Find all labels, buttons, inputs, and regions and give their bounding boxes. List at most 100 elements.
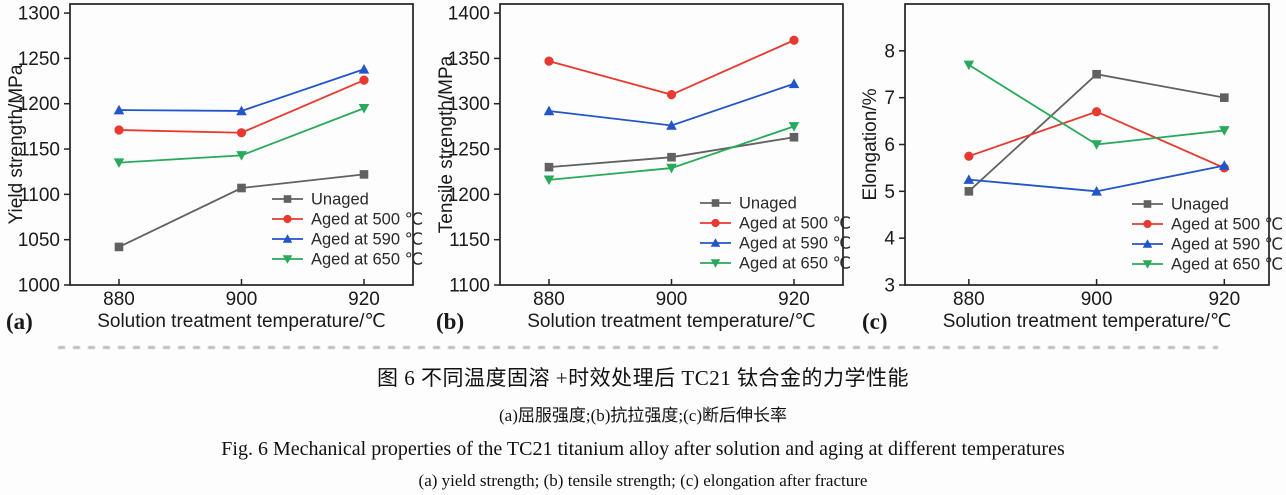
data-point-marker bbox=[359, 75, 369, 85]
data-point-marker bbox=[1091, 186, 1102, 196]
data-point-marker bbox=[1218, 126, 1230, 136]
elongation-chart: 3 4 5 6 7 8 880 900 920 Elongation/% Solution trea… bbox=[860, 3, 1283, 334]
legend-swatch-marker bbox=[1143, 200, 1152, 208]
series-unaged bbox=[114, 170, 369, 252]
series-aged-at-650- bbox=[963, 60, 1230, 150]
y-tick-label: 1050 bbox=[18, 230, 60, 251]
legend-item: Unaged bbox=[700, 195, 797, 213]
data-point-marker bbox=[964, 151, 974, 161]
legend-item: Aged at 500 ℃ bbox=[700, 215, 851, 233]
y-tick-label: 1300 bbox=[448, 94, 490, 115]
data-point-marker bbox=[963, 60, 975, 71]
legend-item: Aged at 650 ℃ bbox=[1132, 256, 1283, 274]
y-tick-label: 1400 bbox=[448, 4, 490, 25]
legend-swatch-marker bbox=[283, 195, 292, 203]
data-point-marker bbox=[789, 132, 799, 142]
series-aged-at-590- bbox=[963, 160, 1230, 196]
data-point-marker bbox=[666, 90, 677, 100]
data-point-marker bbox=[963, 174, 975, 184]
data-point-marker bbox=[543, 175, 555, 186]
data-point-marker bbox=[788, 78, 800, 89]
data-point-marker bbox=[666, 163, 677, 174]
y-tick-label: 1150 bbox=[19, 140, 60, 161]
legend-item-label: Unaged bbox=[739, 195, 797, 213]
y-tick-label: 1250 bbox=[18, 49, 60, 70]
y-tick-label: 1300 bbox=[18, 4, 60, 25]
legend-item: Aged at 650 ℃ bbox=[700, 255, 851, 273]
caption-zh-subtitle: (a)屈服强度;(b)抗拉强度;(c)断后伸长率 bbox=[498, 406, 787, 425]
tensile-strength-chart: 1100 1150 1200 1250 1300 1350 1400 880 900 920 Ten… bbox=[436, 3, 851, 334]
caption-en-subtitle: (a) yield strength; (b) tensile strength… bbox=[418, 471, 868, 490]
series-aged-at-500- bbox=[544, 35, 799, 100]
series-aged-at-590- bbox=[113, 63, 370, 116]
legend-swatch-marker bbox=[283, 214, 292, 224]
legend-item: Aged at 590 ℃ bbox=[1132, 236, 1283, 254]
legend-swatch-marker bbox=[711, 218, 720, 228]
y-tick-label: 1250 bbox=[448, 140, 490, 161]
data-point-marker bbox=[1091, 140, 1102, 150]
data-point-marker bbox=[1218, 160, 1230, 170]
data-point-marker bbox=[1092, 69, 1101, 79]
data-point-marker bbox=[236, 128, 247, 138]
x-axis-title: Solution treatment temperature/℃ bbox=[527, 311, 816, 332]
legend-swatch-marker bbox=[711, 199, 720, 207]
legend: Unaged Aged at 500 ℃ Aged at 590 ℃ Aged at … bbox=[700, 195, 851, 273]
legend-item: Aged at 650 ℃ bbox=[272, 251, 423, 269]
y-tick-label: 4 bbox=[884, 229, 895, 250]
panel-label: (a) bbox=[6, 309, 33, 334]
x-tick-label: 880 bbox=[953, 289, 985, 310]
legend-item-label: Aged at 650 ℃ bbox=[311, 251, 423, 269]
legend-swatch-marker bbox=[282, 255, 293, 264]
y-tick-label: 3 bbox=[884, 276, 895, 297]
y-axis-title: Tensile strength/MPa bbox=[436, 55, 457, 233]
legend: Unaged Aged at 500 ℃ Aged at 590 ℃ Aged at … bbox=[272, 191, 423, 269]
y-tick-label: 1200 bbox=[448, 185, 490, 206]
panel-label: (c) bbox=[862, 309, 888, 334]
y-tick-label: 1150 bbox=[449, 230, 490, 251]
legend-item: Aged at 590 ℃ bbox=[700, 235, 851, 253]
series-aged-at-650- bbox=[113, 103, 370, 168]
data-point-marker bbox=[666, 120, 677, 130]
series-aged-at-500- bbox=[114, 75, 369, 138]
legend-item: Aged at 500 ℃ bbox=[272, 211, 423, 229]
data-point-marker bbox=[358, 63, 370, 74]
panel-label: (b) bbox=[436, 309, 464, 334]
caption-zh-title: 图 6 不同温度固溶 +时效处理后 TC21 钛合金的力学性能 bbox=[377, 366, 909, 390]
data-point-marker bbox=[543, 105, 555, 116]
legend-swatch-marker bbox=[1142, 239, 1153, 248]
legend-item-label: Aged at 500 ℃ bbox=[739, 215, 851, 233]
chart-panel-a: 1000 1050 1100 1150 1200 1250 1300 880 900 920 Yie… bbox=[0, 0, 430, 345]
legend-item-label: Aged at 590 ℃ bbox=[739, 235, 851, 253]
series-aged-at-590- bbox=[543, 78, 800, 130]
data-point-marker bbox=[114, 125, 124, 135]
y-tick-label: 1000 bbox=[18, 276, 60, 297]
legend: Unaged Aged at 500 ℃ Aged at 590 ℃ Aged at … bbox=[1132, 196, 1283, 274]
legend-item-label: Unaged bbox=[311, 191, 369, 209]
data-point-marker bbox=[113, 158, 125, 168]
data-point-marker bbox=[544, 56, 554, 66]
y-tick-label: 1100 bbox=[449, 276, 490, 297]
x-axis-title: Solution treatment temperature/℃ bbox=[943, 311, 1232, 332]
data-point-marker bbox=[544, 162, 554, 172]
scan-artifact-line bbox=[58, 346, 1218, 349]
charts-row: 1000 1050 1100 1150 1200 1250 1300 880 900 920 Yie… bbox=[0, 0, 1283, 345]
series-unaged bbox=[544, 132, 799, 172]
legend-item-label: Aged at 500 ℃ bbox=[1171, 216, 1283, 234]
data-point-marker bbox=[1219, 93, 1229, 102]
figure-caption: 图 6 不同温度固溶 +时效处理后 TC21 钛合金的力学性能 (a)屈服强度;… bbox=[0, 362, 1286, 491]
series-line bbox=[548, 82, 795, 127]
series-line bbox=[968, 110, 1225, 169]
x-tick-label: 920 bbox=[778, 289, 810, 310]
x-tick-label: 900 bbox=[1081, 289, 1113, 310]
data-point-marker bbox=[1091, 107, 1102, 117]
data-point-marker bbox=[236, 105, 247, 116]
caption-en-title: Fig. 6 Mechanical properties of the TC21… bbox=[221, 438, 1065, 460]
legend-item: Unaged bbox=[272, 191, 369, 209]
legend-item: Unaged bbox=[1132, 196, 1229, 214]
legend-item-label: Aged at 500 ℃ bbox=[311, 211, 423, 229]
legend-item: Aged at 500 ℃ bbox=[1132, 216, 1283, 234]
data-point-marker bbox=[236, 151, 247, 161]
series-aged-at-500- bbox=[964, 107, 1229, 173]
legend-item-label: Unaged bbox=[1171, 196, 1229, 214]
data-point-marker bbox=[237, 183, 246, 193]
